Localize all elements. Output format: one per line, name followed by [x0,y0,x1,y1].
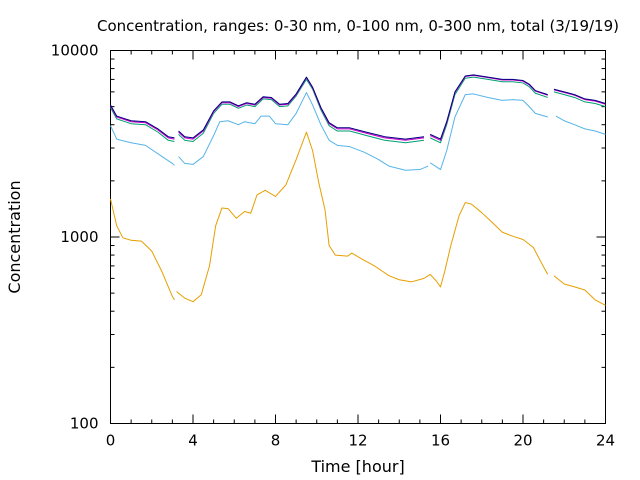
series-segment [178,76,425,140]
series-segment [429,76,548,144]
series-segment [553,91,606,108]
series-line [110,74,606,141]
series-segment [429,93,548,171]
x-tick-labels: 0 4 8 12 16 20 24 [106,432,615,450]
series-layer [110,74,606,306]
series-line [110,131,606,306]
series-segment [110,104,175,139]
series-segment [553,275,606,306]
series-segment [110,107,175,143]
series-line [110,92,606,171]
series-segment [553,89,606,105]
x-tick-label: 0 [106,432,116,450]
series-line [110,76,606,144]
y-axis-label: Concentration [5,180,24,293]
x-tick-label: 20 [513,432,532,450]
series-segment [110,105,175,140]
plot-area [110,50,606,424]
series-segment [429,74,548,140]
axis-ticks [110,50,606,424]
series-line [110,74,606,140]
series-segment [553,88,606,104]
series-segment [110,198,175,301]
x-tick-label: 4 [188,432,198,450]
x-axis-label: Time [hour] [310,457,404,476]
series-segment [178,78,425,144]
plot-frame [110,50,606,424]
series-segment [178,92,429,171]
x-tick-label: 12 [348,432,367,450]
y-tick-labels: 100 1000 10000 [51,42,99,433]
x-tick-label: 8 [271,432,281,450]
series-segment [110,125,175,166]
y-tick-label: 10000 [51,42,99,60]
y-tick-label: 1000 [60,228,98,246]
x-tick-label: 24 [596,432,615,450]
y-tick-label: 100 [70,415,99,433]
x-tick-label: 16 [431,432,450,450]
series-segment [176,131,549,303]
series-segment [555,115,606,135]
chart-title: Concentration, ranges: 0-30 nm, 0-100 nm… [97,17,619,35]
